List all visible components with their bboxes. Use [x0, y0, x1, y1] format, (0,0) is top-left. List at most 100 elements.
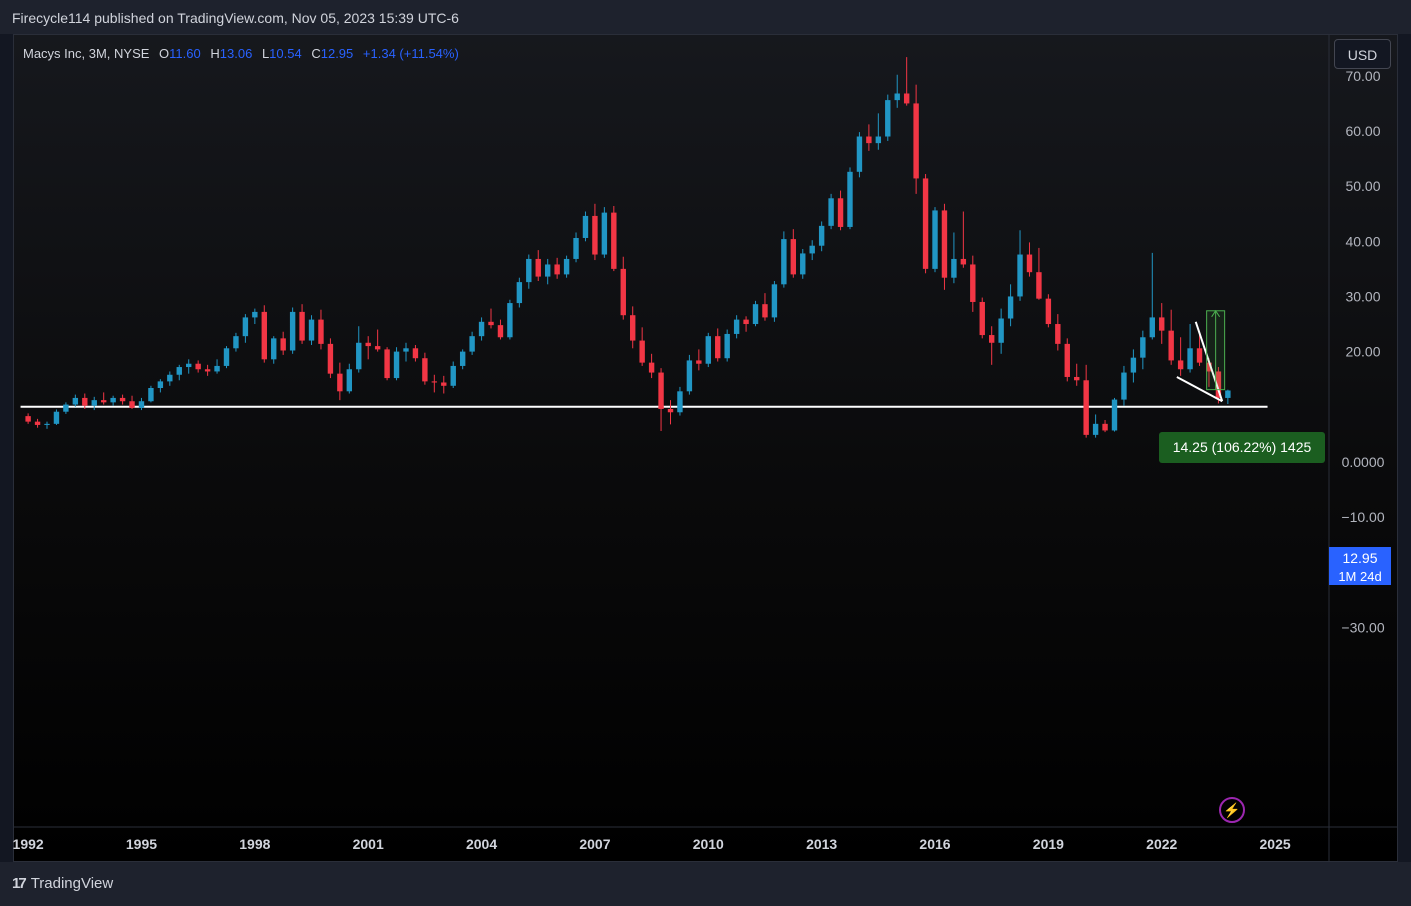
- candlestick-chart[interactable]: 100.0090.0080.0070.0060.0050.0040.0030.0…: [13, 34, 1398, 862]
- candle-body: [1130, 357, 1137, 373]
- candle-body: [488, 321, 494, 326]
- last-price-countdown: 1M 24d: [1338, 569, 1381, 584]
- candle-body: [979, 301, 985, 336]
- currency-button[interactable]: USD: [1334, 39, 1391, 69]
- open-value: 11.60: [169, 46, 201, 61]
- candle-body: [658, 372, 664, 409]
- candle-body: [393, 351, 400, 379]
- candle-body: [941, 210, 948, 278]
- x-tick-label: 2004: [466, 836, 497, 852]
- candle-body: [1149, 317, 1155, 338]
- y-tick-label: 30.00: [1345, 288, 1380, 304]
- candle-body: [1168, 330, 1174, 361]
- candle-body: [1017, 254, 1023, 297]
- candle-body: [620, 268, 626, 316]
- candle-body: [214, 365, 220, 372]
- close-label: C: [311, 46, 321, 61]
- y-tick-label: 0.0000: [1342, 454, 1385, 470]
- candle-body: [1121, 372, 1127, 400]
- candle-body: [271, 338, 277, 360]
- candle-body: [894, 93, 900, 101]
- published-text: Firecycle114 published on TradingView.co…: [12, 10, 459, 26]
- brand[interactable]: 17 TradingView: [12, 875, 113, 892]
- candle-body: [346, 369, 353, 392]
- candle-body: [1064, 343, 1070, 377]
- candle-body: [903, 93, 910, 104]
- candle-body: [837, 198, 844, 227]
- candle-body: [119, 397, 126, 402]
- wedge-upper-line: [1194, 321, 1224, 402]
- candle-body: [771, 284, 778, 318]
- candle-body: [318, 319, 324, 344]
- low-label: L: [261, 46, 270, 61]
- candle-body: [762, 304, 768, 318]
- candle-body: [922, 178, 929, 269]
- candle-body: [998, 318, 1004, 343]
- candle-body: [337, 373, 343, 392]
- candle-body: [365, 342, 371, 347]
- y-tick-label: 40.00: [1345, 233, 1380, 249]
- candle-body: [1111, 399, 1118, 431]
- candle-body: [497, 325, 504, 338]
- candle-body: [412, 348, 419, 359]
- wedge-lower-line: [1176, 376, 1223, 403]
- candle-body: [724, 333, 730, 359]
- candle-body: [648, 362, 655, 373]
- candle-body: [1092, 423, 1099, 435]
- candle-body: [91, 400, 97, 406]
- candle-body: [1159, 317, 1165, 331]
- candle-body: [72, 397, 79, 405]
- candle-body: [327, 343, 334, 374]
- candle-body: [582, 215, 589, 238]
- candle-body: [667, 408, 674, 413]
- low-value: 10.54: [269, 46, 302, 61]
- candle-body: [459, 351, 466, 366]
- candle-body: [516, 282, 523, 304]
- y-tick-label: 20.00: [1345, 344, 1380, 360]
- candle-body: [1225, 390, 1231, 398]
- open-label: O: [159, 46, 170, 61]
- candle-body: [592, 215, 598, 255]
- candle-body: [1215, 371, 1222, 398]
- candle-body: [960, 258, 967, 265]
- candle-body: [818, 225, 825, 246]
- candle-body: [573, 237, 579, 259]
- candle-body: [752, 304, 759, 325]
- candle-body: [356, 342, 362, 370]
- candle-body: [875, 136, 882, 144]
- candle-body: [705, 336, 711, 364]
- candle-body: [809, 245, 815, 254]
- close-value: 12.95: [320, 46, 354, 61]
- footer-bar: [0, 862, 1411, 906]
- y-tick-label: 60.00: [1345, 123, 1380, 139]
- candle-body: [601, 212, 608, 255]
- candle-body: [242, 317, 249, 337]
- candle-body: [1036, 272, 1042, 299]
- candle-body: [611, 212, 617, 269]
- y-tick-label: 70.00: [1345, 68, 1380, 84]
- candle-body: [299, 311, 305, 341]
- y-tick-label: 50.00: [1345, 178, 1380, 194]
- candle-body: [204, 369, 211, 372]
- candle-body: [1196, 348, 1203, 363]
- candle-body: [677, 391, 683, 413]
- candle-body: [478, 321, 485, 337]
- candle-body: [790, 239, 797, 275]
- measure-label-box: [1159, 432, 1325, 463]
- candle-body: [800, 253, 806, 275]
- candle-body: [1007, 296, 1014, 319]
- candle-body: [696, 360, 702, 364]
- candle-body: [951, 258, 957, 278]
- candle-body: [781, 239, 787, 285]
- lightning-icon[interactable]: ⚡: [1219, 797, 1245, 823]
- candle-body: [441, 382, 447, 386]
- x-tick-label: 2022: [1146, 836, 1177, 852]
- candle-body: [1102, 423, 1108, 431]
- candle-body: [450, 365, 456, 386]
- candle-body: [847, 171, 853, 227]
- candle-body: [82, 397, 88, 406]
- candle-body: [422, 358, 428, 382]
- candle-body: [469, 336, 475, 352]
- symbol-name: Macys Inc, 3M, NYSE: [23, 46, 150, 61]
- candle-body: [866, 136, 872, 144]
